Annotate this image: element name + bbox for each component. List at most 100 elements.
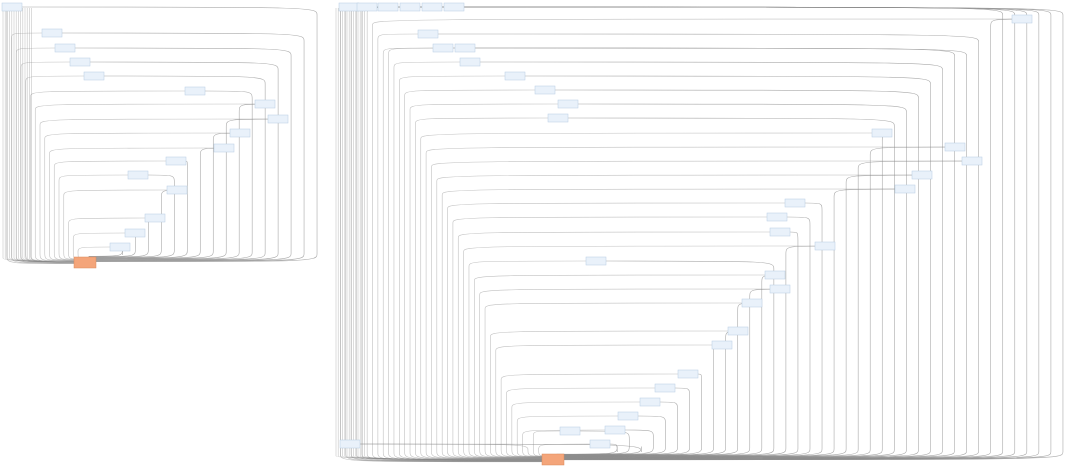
node-box: [356, 2, 378, 12]
edge-right-L10: [88, 147, 235, 263]
node-box: [267, 114, 289, 124]
graph-node[interactable]: [871, 128, 893, 138]
graph-node[interactable]: [213, 143, 235, 153]
node-box: [339, 439, 361, 449]
graph-node[interactable]: [459, 57, 481, 67]
edge-left-L10: [49, 147, 215, 263]
node-box: [589, 439, 611, 449]
graph-node[interactable]: [1, 2, 23, 12]
graph-node[interactable]: [741, 298, 763, 308]
node-box: [504, 71, 526, 81]
edge-left-L11: [53, 160, 167, 263]
edge-right-L5: [88, 75, 266, 263]
edge-left-R19: [436, 174, 913, 460]
edge-rail: [31, 8, 78, 263]
graph-node[interactable]: [254, 99, 276, 109]
graph-node[interactable]: [711, 340, 733, 350]
edge-right-L7: [88, 103, 276, 263]
graph-node[interactable]: [589, 439, 611, 449]
graph-node[interactable]: [165, 156, 187, 166]
graph-node[interactable]: [399, 2, 421, 12]
edge-left-R20: [441, 188, 896, 460]
graph-node[interactable]: [559, 426, 581, 436]
node-box: [254, 99, 276, 109]
graph-node[interactable]: [421, 2, 443, 12]
edge-left-L12: [58, 174, 129, 263]
node-box: [338, 2, 360, 12]
graph-node[interactable]: [911, 170, 933, 180]
graph-node[interactable]: [784, 198, 806, 208]
edge-left-R32: [506, 387, 656, 460]
graph-node[interactable]: [377, 2, 399, 12]
graph-node[interactable]: [654, 383, 676, 393]
node-box: [557, 99, 579, 109]
graph-node[interactable]: [547, 113, 569, 123]
edge-left-R22: [452, 216, 768, 460]
graph-node[interactable]: [639, 397, 661, 407]
node-box: [559, 426, 581, 436]
graph-node[interactable]: [124, 228, 146, 238]
graph-node[interactable]: [166, 185, 188, 195]
edge-left-L8: [39, 118, 269, 263]
node-box: [727, 326, 749, 336]
node-box: [41, 28, 63, 38]
node-box: [585, 256, 607, 266]
node-box: [764, 270, 786, 280]
graph-node[interactable]: [454, 43, 476, 53]
graph-node[interactable]: [604, 425, 626, 435]
graph-node[interactable]: [534, 85, 556, 95]
graph-node[interactable]: [585, 256, 607, 266]
edge-left-R34: [516, 415, 619, 460]
graph-node[interactable]: [109, 242, 131, 252]
node-box: [534, 85, 556, 95]
output-node[interactable]: [73, 256, 97, 269]
graph-node[interactable]: [443, 2, 465, 12]
graph-node[interactable]: [184, 86, 206, 96]
graph-node[interactable]: [894, 184, 916, 194]
node-box: [894, 184, 916, 194]
graph-node[interactable]: [417, 29, 439, 39]
graph-node[interactable]: [339, 439, 361, 449]
node-box: [399, 2, 421, 12]
graph-node[interactable]: [766, 212, 788, 222]
edge-left-L9: [44, 132, 231, 263]
node-box: [961, 156, 983, 166]
graph-node[interactable]: [83, 71, 105, 81]
node-box: [769, 227, 791, 237]
output-node[interactable]: [541, 453, 565, 466]
graph-node[interactable]: [229, 128, 251, 138]
node-box: [54, 43, 76, 53]
graph-node[interactable]: [338, 2, 360, 12]
edge-left-R30: [495, 344, 713, 460]
graph-node[interactable]: [961, 156, 983, 166]
graph-node[interactable]: [617, 411, 639, 421]
graph-node[interactable]: [356, 2, 378, 12]
graph-node[interactable]: [677, 369, 699, 379]
node-box: [814, 241, 836, 251]
edge-left-R27: [479, 288, 771, 460]
node-box: [454, 43, 476, 53]
graph-node[interactable]: [69, 57, 91, 67]
graph-node[interactable]: [727, 326, 749, 336]
node-box: [944, 142, 966, 152]
graph-node[interactable]: [769, 227, 791, 237]
graph-node[interactable]: [814, 241, 836, 251]
graph-node[interactable]: [41, 28, 63, 38]
graph-node[interactable]: [267, 114, 289, 124]
edge-left-R36: [339, 443, 550, 460]
graph-node[interactable]: [557, 99, 579, 109]
graph-node[interactable]: [127, 170, 149, 180]
node-box: [911, 170, 933, 180]
graph-node[interactable]: [54, 43, 76, 53]
graph-node[interactable]: [1011, 14, 1033, 24]
graph-node[interactable]: [144, 213, 166, 223]
graph-node[interactable]: [432, 43, 454, 53]
graph-node[interactable]: [769, 284, 791, 294]
graph-node[interactable]: [764, 270, 786, 280]
node-box: [213, 143, 235, 153]
node-box: [547, 113, 569, 123]
graph-node[interactable]: [504, 71, 526, 81]
graph-node[interactable]: [944, 142, 966, 152]
